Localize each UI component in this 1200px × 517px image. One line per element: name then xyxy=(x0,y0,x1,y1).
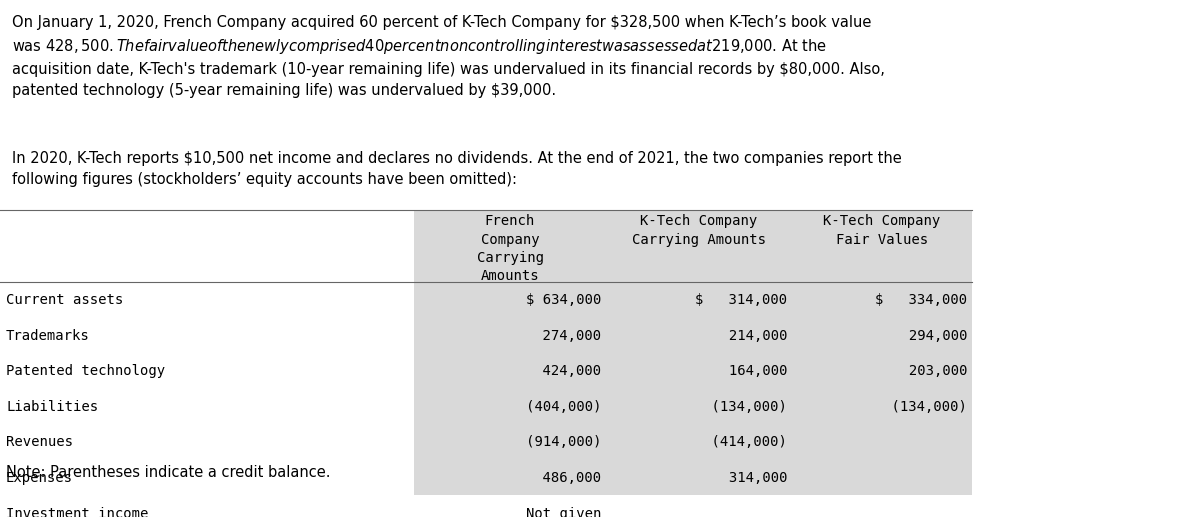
Text: (134,000): (134,000) xyxy=(678,400,787,414)
Text: Note: Parentheses indicate a credit balance.: Note: Parentheses indicate a credit bala… xyxy=(6,465,330,480)
FancyBboxPatch shape xyxy=(414,460,972,496)
Text: K-Tech Company
Fair Values: K-Tech Company Fair Values xyxy=(823,214,941,247)
Text: Patented technology: Patented technology xyxy=(6,364,166,378)
Text: Not given: Not given xyxy=(526,507,601,517)
Text: 486,000: 486,000 xyxy=(509,471,601,485)
Text: $   334,000: $ 334,000 xyxy=(875,293,967,307)
FancyBboxPatch shape xyxy=(414,210,972,282)
FancyBboxPatch shape xyxy=(414,424,972,460)
Text: 164,000: 164,000 xyxy=(686,364,787,378)
Text: K-Tech Company
Carrying Amounts: K-Tech Company Carrying Amounts xyxy=(632,214,766,247)
FancyBboxPatch shape xyxy=(414,282,972,318)
Text: 203,000: 203,000 xyxy=(866,364,967,378)
FancyBboxPatch shape xyxy=(414,496,972,517)
Text: (414,000): (414,000) xyxy=(678,435,787,449)
Text: (404,000): (404,000) xyxy=(500,400,601,414)
FancyBboxPatch shape xyxy=(414,353,972,389)
Text: 214,000: 214,000 xyxy=(686,328,787,343)
Text: Investment income: Investment income xyxy=(6,507,149,517)
Text: 314,000: 314,000 xyxy=(686,471,787,485)
Text: 424,000: 424,000 xyxy=(509,364,601,378)
Text: 294,000: 294,000 xyxy=(866,328,967,343)
Text: Revenues: Revenues xyxy=(6,435,73,449)
Text: (134,000): (134,000) xyxy=(858,400,967,414)
Text: (914,000): (914,000) xyxy=(500,435,601,449)
Text: $ 634,000: $ 634,000 xyxy=(526,293,601,307)
Text: Trademarks: Trademarks xyxy=(6,328,90,343)
Text: Liabilities: Liabilities xyxy=(6,400,98,414)
FancyBboxPatch shape xyxy=(414,389,972,424)
Text: 274,000: 274,000 xyxy=(509,328,601,343)
Text: Expenses: Expenses xyxy=(6,471,73,485)
Text: $   314,000: $ 314,000 xyxy=(695,293,787,307)
Text: In 2020, K-Tech reports $10,500 net income and declares no dividends. At the end: In 2020, K-Tech reports $10,500 net inco… xyxy=(12,151,901,187)
Text: French
Company
Carrying
Amounts: French Company Carrying Amounts xyxy=(476,214,544,283)
Text: On January 1, 2020, French Company acquired 60 percent of K-Tech Company for $32: On January 1, 2020, French Company acqui… xyxy=(12,15,884,98)
FancyBboxPatch shape xyxy=(414,318,972,353)
Text: Current assets: Current assets xyxy=(6,293,124,307)
